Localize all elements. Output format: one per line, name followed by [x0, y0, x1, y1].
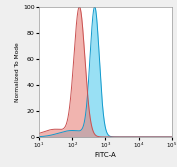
Y-axis label: Normalized To Mode: Normalized To Mode — [15, 42, 20, 102]
X-axis label: FITC-A: FITC-A — [95, 152, 116, 158]
